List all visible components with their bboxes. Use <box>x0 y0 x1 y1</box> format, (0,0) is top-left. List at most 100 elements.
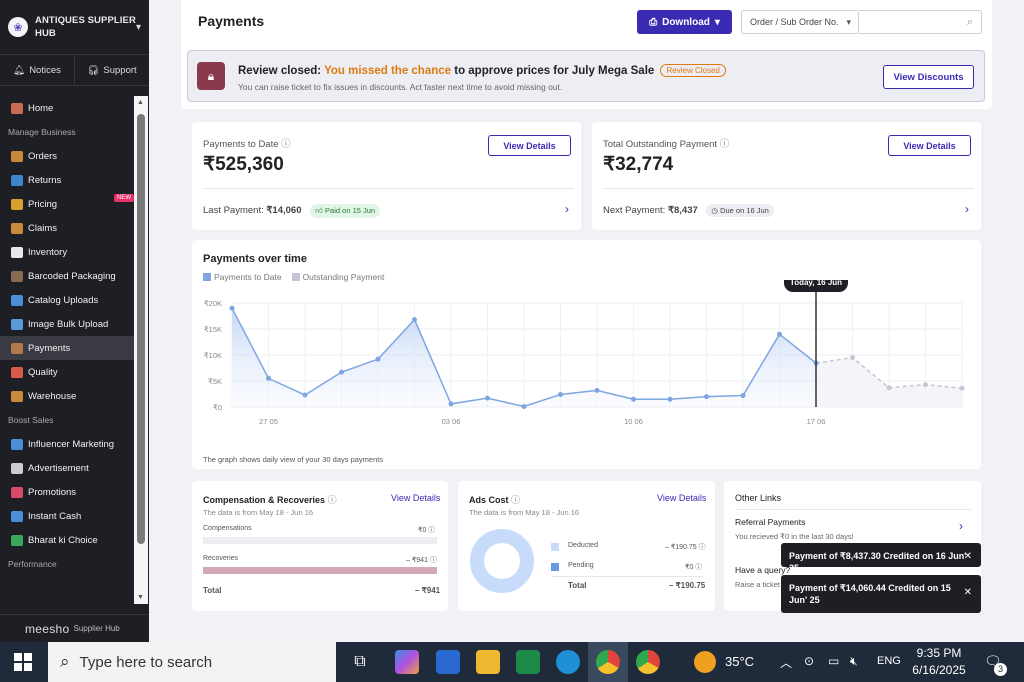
toast-payment-credited: Payment of ₹8,437.30 Credited on 16 Jun'… <box>781 543 981 573</box>
donut-ring <box>470 529 534 593</box>
download-button[interactable]: ⎙ Download ▾ <box>637 10 732 34</box>
chevron-down-icon[interactable]: ▾ <box>135 21 141 33</box>
chevron-right-icon[interactable]: › <box>565 202 569 216</box>
sidebar-scrollbar[interactable]: ▲ ▼ <box>134 96 148 604</box>
sidebar-item-label: Warehouse <box>28 390 77 402</box>
sidebar-item-home[interactable]: Home <box>0 96 134 120</box>
language-indicator[interactable]: ENG <box>877 655 901 667</box>
order-type-select[interactable]: Order / Sub Order No. ▾ <box>741 10 859 34</box>
outstanding-label-text: Total Outstanding Payment <box>603 139 718 150</box>
tray-app-icon[interactable]: ⊙ <box>804 654 815 668</box>
order-search-input[interactable]: ⌕ <box>859 10 982 34</box>
payments-line-chart[interactable]: ₹20K ₹15K ₹10K ₹5K ₹0 27 05 03 06 10 06 17 06 Tod… <box>192 280 981 480</box>
paid-data-point <box>594 387 600 393</box>
store-icon[interactable] <box>436 650 460 674</box>
due-tag-text: Due on 16 Jun <box>720 206 769 215</box>
scrollbar-thumb[interactable] <box>137 114 145 544</box>
close-icon[interactable]: ✕ <box>963 551 972 562</box>
rec-value-text: – ₹941 <box>406 557 428 564</box>
windows-start-icon[interactable] <box>14 653 32 671</box>
chart-legend: Payments to Date Outstanding Payment <box>203 272 384 282</box>
taskbar-search[interactable]: ⌕ Type here to search <box>48 642 336 682</box>
volume-muted-icon[interactable]: 🔇︎ <box>850 654 858 668</box>
sidebar-item-label: Influencer Marketing <box>28 438 115 450</box>
paid-area <box>232 308 816 407</box>
outstanding-amount: ₹32,774 <box>603 154 674 175</box>
sidebar-item-instant-cash[interactable]: Instant Cash <box>0 504 134 528</box>
date[interactable]: 6/16/2025 <box>912 663 966 677</box>
y-tick-label: ₹5K <box>208 377 222 386</box>
y-tick-label: ₹10K <box>204 351 222 360</box>
tray-chevron-icon[interactable]: ︿ <box>780 656 793 670</box>
sidebar-item-warehouse[interactable]: Warehouse <box>0 384 134 408</box>
legend-label: Payments to Date <box>214 272 282 282</box>
close-icon[interactable]: ✕ <box>963 587 972 598</box>
sidebar-item-inventory[interactable]: Inventory <box>0 240 134 264</box>
chevron-right-icon[interactable]: › <box>965 202 969 216</box>
sidebar-item-promotions[interactable]: Promotions <box>0 480 134 504</box>
next-payment-amount: ₹8,437 <box>667 205 698 216</box>
lock-icon: 🔒︎ <box>197 62 225 90</box>
chevron-right-icon[interactable]: › <box>959 519 963 533</box>
sidebar-item-payments[interactable]: Payments <box>0 336 134 360</box>
sidebar-item-pricing[interactable]: Pricing NEW <box>0 192 134 216</box>
paid-data-point <box>229 305 235 311</box>
nav-section-heading: Boost Sales <box>8 415 54 425</box>
y-tick-label: ₹15K <box>204 325 222 334</box>
sidebar-item-bharat-ki-choice[interactable]: Bharat ki Choice <box>0 528 134 552</box>
download-label: Download <box>662 16 710 28</box>
pending-value-text: ₹0 <box>685 564 694 571</box>
view-details-button[interactable]: View Details <box>888 135 971 156</box>
sidebar-item-returns[interactable]: Returns <box>0 168 134 192</box>
divider <box>735 509 971 510</box>
scroll-down-icon[interactable]: ▼ <box>137 594 144 601</box>
clock[interactable]: 9:35 PM <box>916 646 962 660</box>
copilot-icon[interactable] <box>395 650 419 674</box>
windows-taskbar: ⌕ Type here to search ⧉ 35°C ︿ ⊙ ▭ 🔇︎ EN… <box>0 642 1024 682</box>
paid-data-point <box>448 401 454 407</box>
info-icon[interactable]: ⓘ <box>327 495 337 505</box>
task-view-icon[interactable]: ⧉ <box>354 653 366 670</box>
temperature[interactable]: 35°C <box>725 654 755 669</box>
chrome-profile-icon[interactable] <box>636 650 660 674</box>
comp-total-label: Total <box>203 586 222 595</box>
ads-view-details-link[interactable]: View Details <box>657 493 707 503</box>
pending-value: ₹0 ⓘ <box>685 564 703 571</box>
sidebar-item-advertisement[interactable]: Advertisement <box>0 456 134 480</box>
weather-icon[interactable] <box>694 651 716 673</box>
compensation-view-details-link[interactable]: View Details <box>391 493 441 503</box>
legend-item-paid[interactable]: Payments to Date <box>203 272 282 282</box>
notices-button[interactable]: 🔔︎ Notices <box>0 55 75 85</box>
sidebar-item-orders[interactable]: Orders <box>0 144 134 168</box>
sidebar-item-influencer-marketing[interactable]: Influencer Marketing <box>0 432 134 456</box>
banner-highlight: You missed the chance <box>324 65 452 77</box>
today-tooltip-text: Today, 16 Jun <box>790 280 842 287</box>
payments-icon <box>11 342 23 354</box>
nav-section-heading: Performance <box>8 559 57 569</box>
view-details-button[interactable]: View Details <box>488 135 571 156</box>
excel-icon[interactable] <box>516 650 540 674</box>
sidebar-item-image-bulk-upload[interactable]: Image Bulk Upload <box>0 312 134 336</box>
sidebar-item-barcoded-packaging[interactable]: Barcoded Packaging <box>0 264 134 288</box>
sidebar-item-catalog-uploads[interactable]: Catalog Uploads <box>0 288 134 312</box>
sidebar-item-quality[interactable]: Quality <box>0 360 134 384</box>
divider <box>551 576 703 577</box>
edge-icon[interactable] <box>556 650 580 674</box>
file-explorer-icon[interactable] <box>476 650 500 674</box>
info-icon[interactable]: ⓘ <box>511 495 521 505</box>
legend-item-outstanding[interactable]: Outstanding Payment <box>291 272 384 282</box>
review-closed-banner: 🔒︎ Review closed: You missed the chance … <box>187 50 985 102</box>
chrome-icon[interactable] <box>596 650 620 674</box>
network-icon[interactable]: ▭ <box>828 654 840 668</box>
sidebar-item-claims[interactable]: Claims <box>0 216 134 240</box>
info-icon[interactable]: ⓘ <box>719 139 730 150</box>
info-icon[interactable]: ⓘ <box>281 139 291 150</box>
brand-switcher[interactable]: ❀ ANTIQUES SUPPLIER HUB ▾ <box>0 0 149 55</box>
payments-to-date-label: Payments to Date ⓘ <box>203 136 291 150</box>
recoveries-bar-fill <box>203 567 437 574</box>
support-button[interactable]: 🎧︎ Support <box>75 55 149 85</box>
scroll-up-icon[interactable]: ▲ <box>137 99 144 106</box>
view-discounts-button[interactable]: View Discounts <box>883 65 974 89</box>
search-icon[interactable]: ⌕ <box>966 16 973 28</box>
ptd-label-text: Payments to Date <box>203 139 279 150</box>
